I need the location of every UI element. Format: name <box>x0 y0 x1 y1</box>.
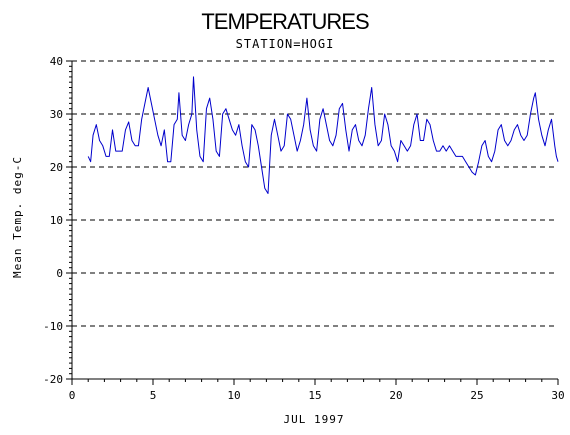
y-tick-label: 40 <box>50 55 63 68</box>
y-tick-label: -10 <box>43 320 63 333</box>
y-tick-label: -20 <box>43 373 63 386</box>
x-axis-label: JUL 1997 <box>284 413 345 426</box>
y-tick-label: 0 <box>56 267 63 280</box>
series-layer <box>87 76 559 194</box>
y-tick-label: 20 <box>50 161 63 174</box>
y-tick-label: 10 <box>50 214 63 227</box>
x-tick-label: 0 <box>69 389 76 402</box>
y-tick-label: 30 <box>50 108 63 121</box>
chart-subtitle: STATION=HOGI <box>236 37 335 51</box>
x-tick-label: 30 <box>551 389 564 402</box>
axes: -20 -10 0 10 20 30 40 0 5 10 15 20 25 30 <box>43 55 565 402</box>
y-axis-label: Mean Temp. deg-C <box>11 156 24 278</box>
x-tick-label: 5 <box>150 389 157 402</box>
x-tick-label: 20 <box>389 389 402 402</box>
x-tick-label: 25 <box>470 389 483 402</box>
x-tick-label: 10 <box>227 389 240 402</box>
grid-lines <box>72 60 558 380</box>
x-tick-label: 15 <box>308 389 321 402</box>
chart-title: TEMPERATURES <box>201 9 369 34</box>
series-line <box>87 76 559 194</box>
